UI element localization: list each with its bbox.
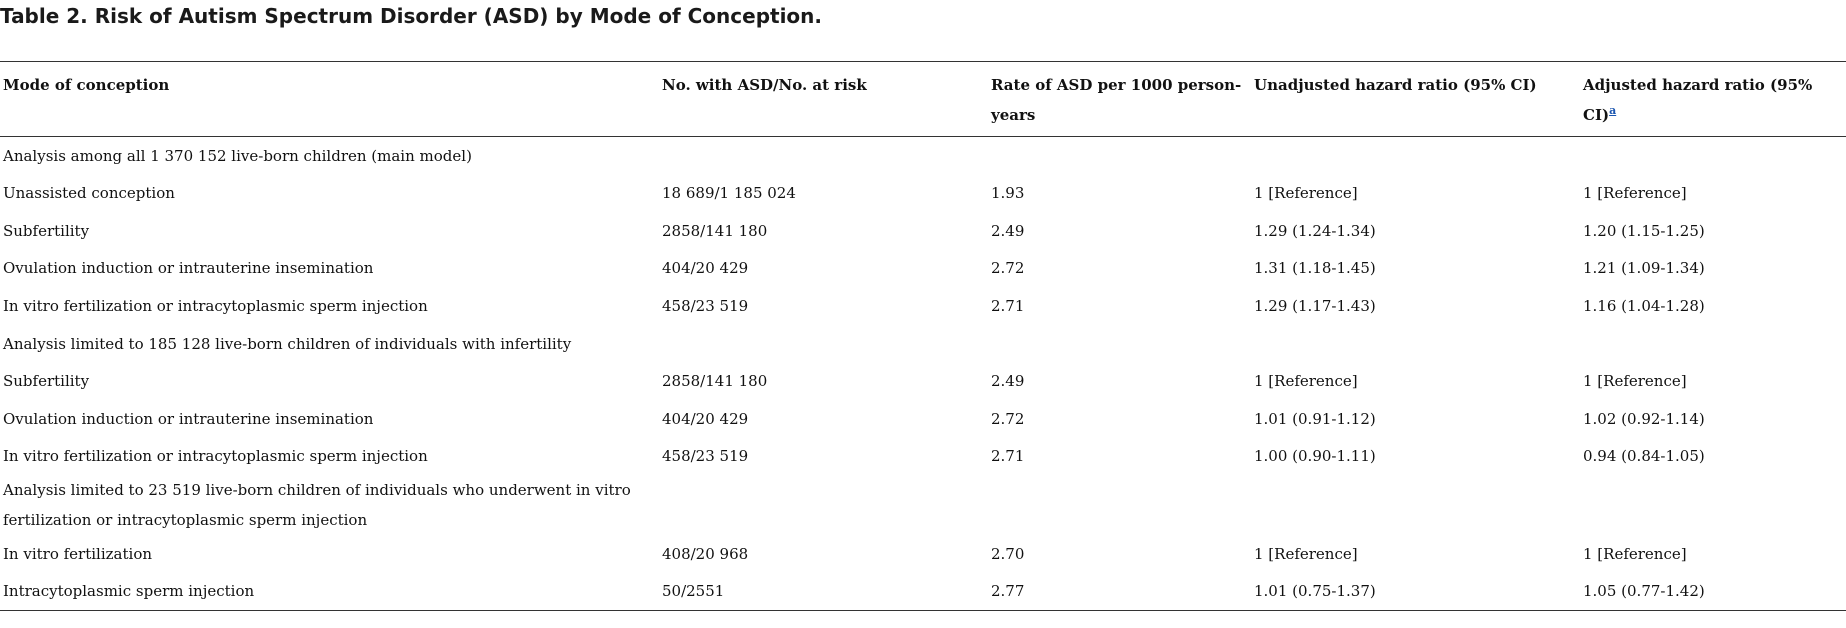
header-rate: Rate of ASD per 1000 person-years <box>991 76 1242 124</box>
cell-mode: Subfertility <box>3 221 90 240</box>
section-label: Analysis among all 1 370 152 live-born c… <box>3 146 472 165</box>
header-row: Mode of conception No. with ASD/No. at r… <box>0 61 1846 137</box>
table-row: Ovulation induction or intrauterine inse… <box>0 250 1846 288</box>
header-adjusted: Adjusted hazard ratio (95% CI)a <box>1580 62 1846 137</box>
cell-mode: Unassisted conception <box>3 184 175 203</box>
cell-count: 18 689/1 185 024 <box>662 184 796 203</box>
cell-rate: 1.93 <box>991 184 1025 203</box>
cell-count: 458/23 519 <box>662 447 749 466</box>
cell-adjusted: 1 [Reference] <box>1583 184 1687 203</box>
cell-rate: 2.49 <box>991 221 1025 240</box>
section-row: Analysis limited to 185 128 live-born ch… <box>0 325 1846 363</box>
cell-count: 404/20 429 <box>662 259 749 278</box>
cell-adjusted: 1.20 (1.15-1.25) <box>1583 221 1705 240</box>
cell-adjusted: 1 [Reference] <box>1583 372 1687 391</box>
cell-count: 458/23 519 <box>662 296 749 315</box>
cell-count: 404/20 429 <box>662 409 749 428</box>
cell-mode: Ovulation induction or intrauterine inse… <box>3 259 374 278</box>
cell-unadjusted: 1 [Reference] <box>1254 184 1358 203</box>
cell-adjusted: 1.21 (1.09-1.34) <box>1583 259 1705 278</box>
cell-mode: In vitro fertilization or intracytoplasm… <box>3 296 428 315</box>
table-row: Unassisted conception 18 689/1 185 024 1… <box>0 175 1846 213</box>
header-unadjusted: Unadjusted hazard ratio (95% CI) <box>1254 76 1537 94</box>
table-header: Mode of conception No. with ASD/No. at r… <box>0 61 1846 137</box>
cell-count: 2858/141 180 <box>662 221 768 240</box>
table-row: In vitro fertilization or intracytoplasm… <box>0 287 1846 325</box>
cell-count: 50/2551 <box>662 582 725 601</box>
cell-unadjusted: 1.31 (1.18-1.45) <box>1254 259 1376 278</box>
asd-risk-table: Mode of conception No. with ASD/No. at r… <box>0 61 1846 611</box>
cell-mode: In vitro fertilization <box>3 544 153 563</box>
cell-mode: Intracytoplasmic sperm injection <box>3 582 255 601</box>
table-title: Table 2. Risk of Autism Spectrum Disorde… <box>0 4 823 28</box>
cell-adjusted: 1.16 (1.04-1.28) <box>1583 296 1705 315</box>
cell-rate: 2.70 <box>991 544 1025 563</box>
cell-unadjusted: 1 [Reference] <box>1254 544 1358 563</box>
table-row: Subfertility 2858/141 180 2.49 1.29 (1.2… <box>0 212 1846 250</box>
cell-rate: 2.72 <box>991 259 1025 278</box>
table-row: Subfertility 2858/141 180 2.49 1 [Refere… <box>0 363 1846 401</box>
cell-count: 408/20 968 <box>662 544 749 563</box>
footnote-a-link[interactable]: a <box>1609 104 1617 117</box>
cell-unadjusted: 1.01 (0.75-1.37) <box>1254 582 1376 601</box>
table-body: Analysis among all 1 370 152 live-born c… <box>0 137 1846 611</box>
section-label: Analysis limited to 185 128 live-born ch… <box>3 334 572 353</box>
cell-unadjusted: 1.01 (0.91-1.12) <box>1254 409 1376 428</box>
header-count: No. with ASD/No. at risk <box>662 76 867 94</box>
section-row: Analysis limited to 23 519 live-born chi… <box>0 475 1846 535</box>
table-row: In vitro fertilization 408/20 968 2.70 1… <box>0 535 1846 573</box>
cell-adjusted: 1 [Reference] <box>1583 544 1687 563</box>
cell-mode: Subfertility <box>3 372 90 391</box>
table-row: In vitro fertilization or intracytoplasm… <box>0 438 1846 476</box>
cell-unadjusted: 1 [Reference] <box>1254 372 1358 391</box>
header-adjusted-label: Adjusted hazard ratio (95% CI) <box>1583 76 1813 124</box>
cell-unadjusted: 1.29 (1.17-1.43) <box>1254 296 1376 315</box>
section-row: Analysis among all 1 370 152 live-born c… <box>0 137 1846 175</box>
table-row: Intracytoplasmic sperm injection 50/2551… <box>0 573 1846 611</box>
section-label: Analysis limited to 23 519 live-born chi… <box>3 481 631 529</box>
cell-adjusted: 0.94 (0.84-1.05) <box>1583 447 1705 466</box>
cell-mode: Ovulation induction or intrauterine inse… <box>3 409 374 428</box>
cell-mode: In vitro fertilization or intracytoplasm… <box>3 447 428 466</box>
cell-count: 2858/141 180 <box>662 372 768 391</box>
cell-rate: 2.77 <box>991 582 1025 601</box>
cell-unadjusted: 1.00 (0.90-1.11) <box>1254 447 1376 466</box>
cell-unadjusted: 1.29 (1.24-1.34) <box>1254 221 1376 240</box>
header-mode: Mode of conception <box>3 76 170 94</box>
cell-rate: 2.72 <box>991 409 1025 428</box>
cell-rate: 2.71 <box>991 296 1025 315</box>
table-row: Ovulation induction or intrauterine inse… <box>0 400 1846 438</box>
cell-adjusted: 1.05 (0.77-1.42) <box>1583 582 1705 601</box>
cell-adjusted: 1.02 (0.92-1.14) <box>1583 409 1705 428</box>
cell-rate: 2.49 <box>991 372 1025 391</box>
cell-rate: 2.71 <box>991 447 1025 466</box>
